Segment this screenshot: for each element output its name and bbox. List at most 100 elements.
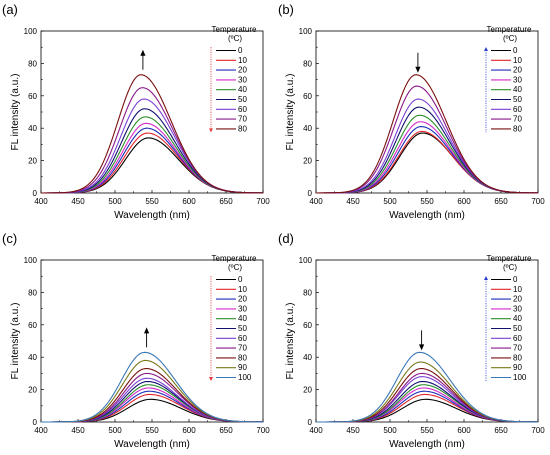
series-line-100	[41, 351, 264, 423]
trend-arrow-head	[419, 344, 425, 351]
y-axis-title: FL intensity (a.u.)	[10, 303, 21, 380]
legend-arrow-head	[209, 377, 213, 381]
x-tick-label: 500	[108, 426, 122, 435]
legend-entry-label: 90	[513, 363, 522, 372]
legend-title: Temperature	[487, 254, 532, 263]
series-line-50	[41, 108, 264, 194]
x-tick-label: 400	[34, 426, 48, 435]
y-tick-label: 0	[33, 418, 38, 427]
legend-title-unit: (ºC)	[503, 34, 517, 43]
plot-frame	[315, 259, 539, 423]
series-line-80	[41, 367, 264, 423]
legend-entry-label: 50	[238, 324, 247, 333]
chart-panel-2: (b)400 450 500 550 600 650 700020406080100Wave…	[278, 2, 545, 221]
legend-arrow	[209, 276, 213, 381]
series-line-40	[316, 114, 539, 194]
x-tick-label: 550	[420, 197, 434, 206]
series-line-50	[41, 380, 263, 423]
plot-frame	[40, 259, 264, 423]
trend-arrow-head	[144, 327, 150, 334]
x-tick-label: 400	[34, 197, 48, 206]
legend-arrow	[484, 47, 488, 133]
x-tick-label: 600	[182, 426, 196, 435]
legend-title-unit: (ºC)	[228, 263, 242, 272]
y-tick-label: 80	[303, 59, 312, 68]
x-axis-title: Wavelength (nm)	[389, 439, 465, 450]
series-line-10	[41, 393, 263, 423]
x-tick-label: 650	[494, 426, 508, 435]
series-line-30	[316, 387, 538, 423]
y-tick-label: 40	[303, 124, 312, 133]
legend-entry-label: 0	[238, 275, 243, 284]
legend-entry-label: 30	[238, 75, 247, 84]
legend-entry-label: 0	[513, 46, 518, 55]
series-line-40	[41, 116, 264, 194]
y-axis-title: FL intensity (a.u.)	[10, 74, 21, 151]
legend-entry-label: 30	[513, 75, 522, 84]
y-tick-label: 0	[308, 418, 313, 427]
trend-arrow	[415, 52, 421, 73]
legend-entry-label: 30	[238, 304, 247, 313]
x-tick-label: 550	[145, 197, 159, 206]
panel-label: (c)	[2, 231, 17, 246]
series-line-20	[316, 126, 539, 194]
series-line-60	[315, 98, 539, 194]
y-tick-label: 40	[303, 353, 312, 362]
series-line-60	[40, 98, 264, 194]
trend-arrow-head	[140, 49, 146, 56]
x-tick-label: 600	[457, 426, 471, 435]
x-tick-label: 450	[346, 197, 360, 206]
chart-panel-1: (a)400 450 500 550 600 650 700020406080100Wave…	[2, 2, 270, 221]
y-axis-title: FL intensity (a.u.)	[285, 303, 296, 380]
x-tick-label: 500	[383, 197, 397, 206]
y-tick-label: 20	[28, 157, 37, 166]
x-tick-label: 650	[219, 426, 233, 435]
y-tick-label: 60	[28, 92, 37, 101]
y-tick-label: 100	[24, 256, 38, 265]
legend-entry-label: 40	[513, 85, 522, 94]
legend-entry-label: 70	[513, 344, 522, 353]
x-tick-label: 500	[383, 426, 397, 435]
series-line-0	[41, 137, 264, 194]
legend-title: Temperature	[212, 254, 257, 263]
series-lines	[41, 351, 264, 423]
y-tick-label: 40	[28, 124, 37, 133]
x-tick-label: 650	[494, 197, 508, 206]
x-tick-label: 550	[145, 426, 159, 435]
series-line-90	[316, 361, 539, 423]
y-tick-label: 80	[28, 288, 37, 297]
plot-frame	[315, 30, 539, 194]
x-tick-label: 700	[531, 426, 545, 435]
legend-entry-label: 50	[513, 95, 522, 104]
legend-entry-label: 20	[513, 66, 522, 75]
series-line-20	[41, 390, 263, 423]
legend-arrow-head	[484, 47, 488, 51]
x-axis-title: Wavelength (nm)	[114, 210, 190, 221]
x-tick-label: 500	[108, 197, 122, 206]
plot-frame	[40, 30, 264, 194]
legend-entry-label: 20	[238, 295, 247, 304]
legend-entry-label: 60	[238, 105, 247, 114]
legend-entry-label: 70	[238, 115, 247, 124]
x-tick-label: 700	[256, 426, 270, 435]
panel-label: (a)	[2, 2, 18, 17]
legend-title-unit: (ºC)	[503, 263, 517, 272]
legend-entry-label: 50	[238, 95, 247, 104]
trend-arrow	[144, 327, 150, 348]
y-tick-label: 40	[28, 353, 37, 362]
x-tick-label: 700	[256, 197, 270, 206]
x-tick-label: 450	[346, 426, 360, 435]
legend-entry-label: 10	[513, 56, 522, 65]
legend-entry-label: 60	[238, 334, 247, 343]
legend-entry-label: 10	[513, 285, 522, 294]
panel-label: (d)	[278, 231, 294, 246]
series-line-70	[316, 85, 538, 194]
x-tick-label: 450	[71, 426, 85, 435]
series-lines	[40, 74, 264, 194]
series-line-0	[41, 398, 264, 423]
series-line-20	[316, 390, 538, 423]
